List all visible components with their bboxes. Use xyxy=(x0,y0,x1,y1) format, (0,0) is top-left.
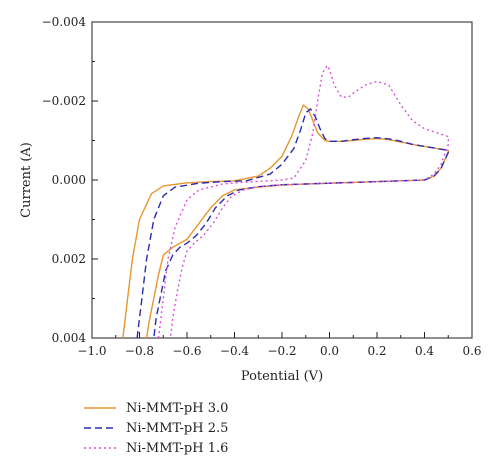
y-tick-label: 0.000 xyxy=(52,173,86,187)
y-tick-label: 0.002 xyxy=(52,252,86,266)
plot-area xyxy=(91,21,473,339)
x-tick-label: −0.4 xyxy=(220,344,250,358)
x-tick-label: −0.2 xyxy=(267,344,296,358)
y-tick-label: −0.002 xyxy=(42,94,86,108)
x-tick-label: 0.4 xyxy=(415,344,434,358)
legend-label: Ni-MMT-pH 3.0 xyxy=(126,401,228,416)
x-tick-label: 0.2 xyxy=(367,344,386,358)
x-tick-label: −0.6 xyxy=(172,344,201,358)
y-axis: −0.004 −0.002 0.000 0.002 0.004 xyxy=(42,15,98,345)
legend: Ni-MMT-pH 3.0 Ni-MMT-pH 2.5 Ni-MMT-pH 1.6 xyxy=(84,401,228,456)
legend-label: Ni-MMT-pH 2.5 xyxy=(126,421,228,436)
x-axis-label: Potential (V) xyxy=(241,369,323,384)
x-axis: −1.0 −0.8 −0.6 −0.4 −0.2 0.0 0.2 0.4 0.6 xyxy=(77,332,482,358)
x-tick-label: −1.0 xyxy=(77,344,106,358)
x-tick-label: 0.0 xyxy=(320,344,339,358)
y-tick-label: 0.004 xyxy=(52,331,87,345)
series-layer xyxy=(122,64,449,338)
legend-label: Ni-MMT-pH 1.6 xyxy=(126,441,228,456)
series-line-2 xyxy=(136,108,449,338)
series-line-1 xyxy=(122,104,449,338)
x-tick-label: −0.8 xyxy=(125,344,154,358)
x-tick-label: 0.6 xyxy=(462,344,481,358)
y-tick-label: −0.004 xyxy=(42,15,87,29)
y-axis-label: Current (A) xyxy=(19,142,34,218)
